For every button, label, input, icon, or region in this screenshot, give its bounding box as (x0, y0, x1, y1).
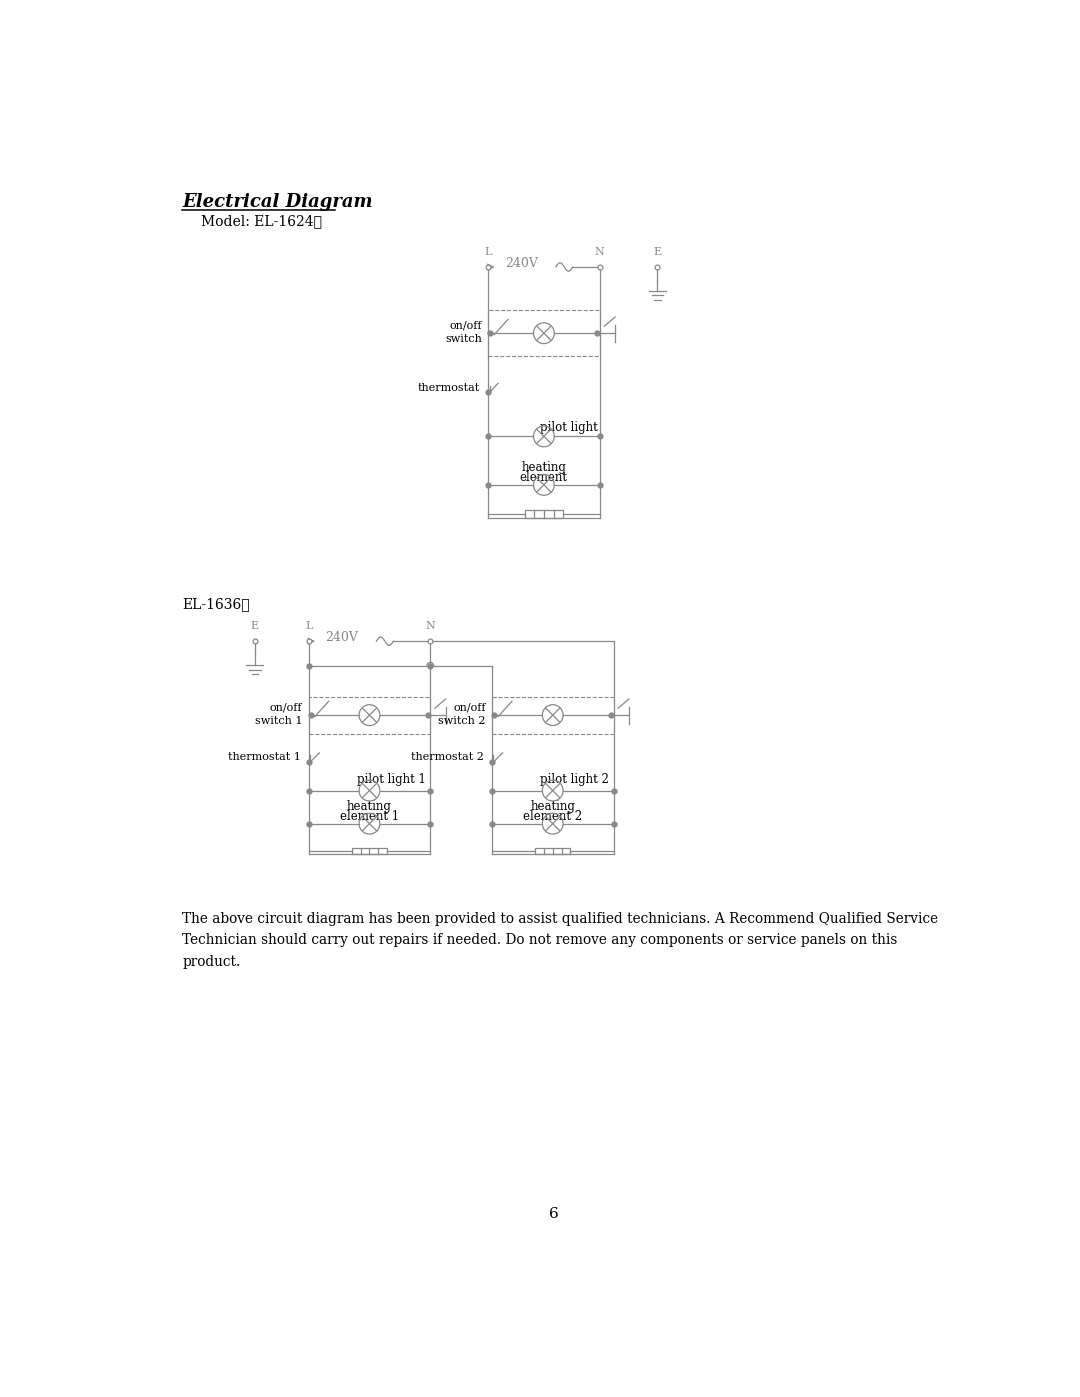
Bar (491, 697, 613, 733)
Text: The above circuit diagram has been provided to assist qualified technicians. A R: The above circuit diagram has been provi… (183, 912, 939, 968)
Bar (525, 510, 563, 518)
Text: thermostat 1: thermostat 1 (228, 753, 301, 763)
Text: Model: EL-1624：: Model: EL-1624： (201, 214, 322, 228)
Text: heating: heating (530, 800, 576, 813)
Bar (352, 848, 387, 855)
Text: heating: heating (347, 800, 392, 813)
Text: 240V: 240V (505, 257, 538, 270)
Bar (488, 310, 599, 356)
Text: thermostat 2: thermostat 2 (411, 753, 484, 763)
Text: pilot light 2: pilot light 2 (540, 774, 609, 787)
Text: L: L (484, 247, 491, 257)
Text: E: E (251, 622, 259, 631)
Text: N: N (595, 247, 605, 257)
Text: Electrical Diagram: Electrical Diagram (183, 193, 373, 211)
Text: thermostat: thermostat (418, 383, 481, 393)
Text: element 1: element 1 (340, 810, 399, 823)
Text: N: N (426, 622, 435, 631)
Text: pilot light 1: pilot light 1 (356, 774, 426, 787)
Text: switch 1: switch 1 (255, 717, 302, 726)
Bar (309, 697, 430, 733)
Text: element: element (519, 471, 568, 483)
Bar (535, 848, 570, 855)
Text: switch: switch (445, 334, 482, 344)
Text: E: E (653, 247, 662, 257)
Text: 240V: 240V (325, 631, 359, 644)
Text: element 2: element 2 (523, 810, 582, 823)
Text: switch 2: switch 2 (438, 717, 486, 726)
Text: on/off: on/off (449, 320, 482, 331)
Text: heating: heating (522, 461, 566, 474)
Text: on/off: on/off (454, 703, 486, 712)
Text: EL-1636：: EL-1636： (183, 598, 249, 612)
Text: pilot light: pilot light (540, 420, 597, 433)
Text: on/off: on/off (270, 703, 302, 712)
Text: L: L (305, 622, 312, 631)
Text: 6: 6 (549, 1207, 558, 1221)
